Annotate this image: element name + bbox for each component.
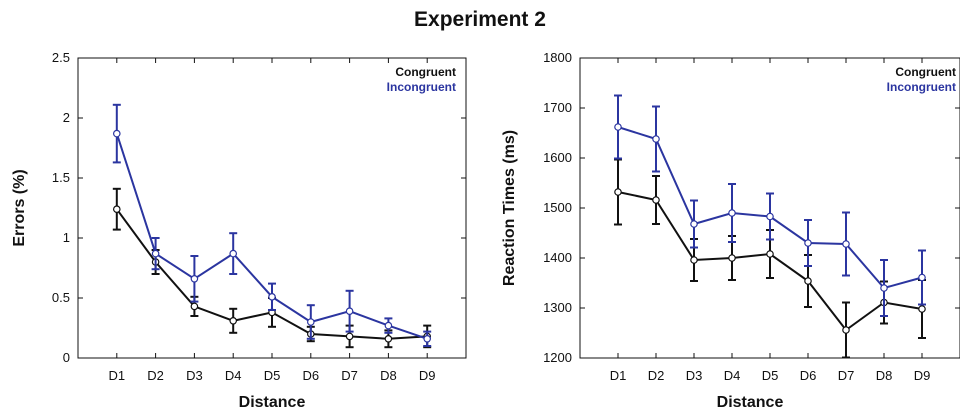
x-tick-label: D9: [419, 368, 436, 383]
legend-entry-incongruent: Incongruent: [887, 80, 956, 94]
x-tick-label: D5: [762, 368, 779, 383]
data-point: [652, 196, 660, 204]
data-point: [190, 274, 199, 283]
data-point: [268, 292, 276, 301]
x-tick-label: D1: [610, 368, 627, 383]
data-point: [345, 307, 354, 316]
x-tick-label: D9: [914, 368, 931, 383]
data-point: [766, 250, 774, 258]
legend-entry-incongruent: Incongruent: [387, 80, 456, 94]
data-point: [918, 273, 926, 282]
y-tick-label: 1500: [543, 200, 572, 215]
y-tick-label: 1300: [543, 300, 572, 315]
figure-title: Experiment 2: [414, 8, 546, 31]
y-tick-label: 0.5: [52, 290, 70, 305]
y-tick-label: 1800: [543, 50, 572, 65]
data-point: [190, 302, 199, 311]
y-tick-label: 2.5: [52, 50, 70, 65]
x-tick-label: D2: [147, 368, 164, 383]
x-tick-label: D8: [876, 368, 893, 383]
series-congruent: [614, 158, 926, 359]
chart-panel-2: 1200 1300 1400 1500 1600 1700 1800 D1 D2 D3 D4 D5 D6…: [501, 50, 960, 411]
data-point: [345, 332, 354, 341]
series-incongruent: [112, 103, 432, 347]
legend-entry-congruent: Congruent: [895, 65, 956, 79]
data-point: [614, 123, 622, 131]
data-point: [804, 239, 812, 247]
y-tick-label: 1400: [543, 250, 572, 265]
data-point: [423, 334, 432, 343]
data-point: [652, 135, 660, 143]
data-point: [728, 209, 736, 217]
x-tick-label: D2: [648, 368, 665, 383]
x-tick-label: D5: [264, 368, 281, 383]
y-axis-label: Reaction Times (ms): [501, 130, 518, 286]
y-axis-label: Errors (%): [11, 169, 28, 246]
data-point: [229, 249, 238, 258]
data-point: [690, 256, 698, 264]
x-tick-label: D7: [838, 368, 855, 383]
x-tick-label: D7: [341, 368, 358, 383]
data-point: [728, 254, 736, 262]
data-point: [384, 321, 393, 330]
x-tick-label: D4: [225, 368, 242, 383]
y-tick-label: 1600: [543, 150, 572, 165]
data-point: [151, 249, 160, 258]
data-point: [614, 188, 622, 196]
data-point: [804, 277, 812, 285]
x-tick-label: D6: [302, 368, 319, 383]
x-tick-label: D3: [686, 368, 703, 383]
data-point: [113, 205, 121, 214]
y-tick-label: 1: [63, 230, 70, 245]
data-point: [918, 305, 926, 313]
data-point: [766, 212, 774, 221]
x-tick-label: D3: [186, 368, 203, 383]
data-point: [306, 318, 315, 326]
legend-entry-congruent: Congruent: [395, 65, 456, 79]
data-point: [842, 326, 850, 334]
x-tick-label: D6: [800, 368, 817, 383]
data-point: [842, 240, 850, 248]
x-tick-label: D1: [108, 368, 125, 383]
y-tick-label: 1200: [543, 350, 572, 365]
x-tick-label: D4: [724, 368, 741, 383]
series-incongruent: [614, 94, 926, 317]
x-tick-label: D8: [380, 368, 397, 383]
x-axis-label: Distance: [717, 394, 784, 411]
y-tick-label: 2: [63, 110, 70, 125]
data-point: [113, 129, 121, 138]
data-point: [880, 284, 888, 292]
y-tick-label: 1700: [543, 100, 572, 115]
data-point: [690, 220, 698, 228]
x-axis-label: Distance: [239, 394, 306, 411]
chart-panel-1: 0 0.5 1 1.5 2 2.5 D1 D2 D3 D4 D5 D6 D7 D8 D9 Distance Er…: [11, 50, 467, 411]
y-tick-label: 0: [63, 350, 70, 365]
y-tick-label: 1.5: [52, 170, 70, 185]
data-point: [384, 334, 393, 343]
data-point: [229, 316, 238, 325]
